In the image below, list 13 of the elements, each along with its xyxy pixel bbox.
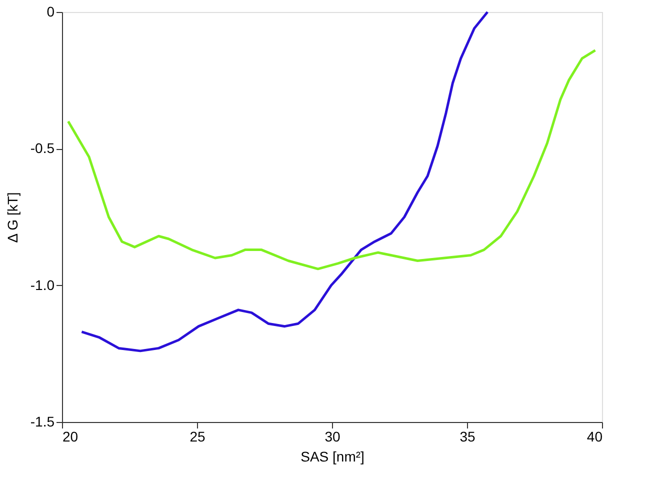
x-tick-label: 20 bbox=[62, 428, 78, 444]
y-tick-label: -1.5 bbox=[30, 414, 55, 430]
x-axis-title: SAS [nm²] bbox=[300, 448, 364, 464]
x-tick-label: 40 bbox=[586, 428, 603, 444]
x-tick-label: 35 bbox=[460, 428, 476, 444]
x-tick-label: 25 bbox=[190, 428, 206, 444]
y-tick-label: -1.0 bbox=[30, 276, 55, 293]
line-series bbox=[80, 10, 489, 352]
line-series bbox=[66, 49, 596, 270]
y-tick-label: -0.5 bbox=[30, 140, 55, 156]
x-tick-label: 30 bbox=[324, 428, 340, 444]
y-axis-title: Δ G [kT] bbox=[4, 192, 20, 243]
y-tick-label: 0 bbox=[46, 4, 55, 20]
